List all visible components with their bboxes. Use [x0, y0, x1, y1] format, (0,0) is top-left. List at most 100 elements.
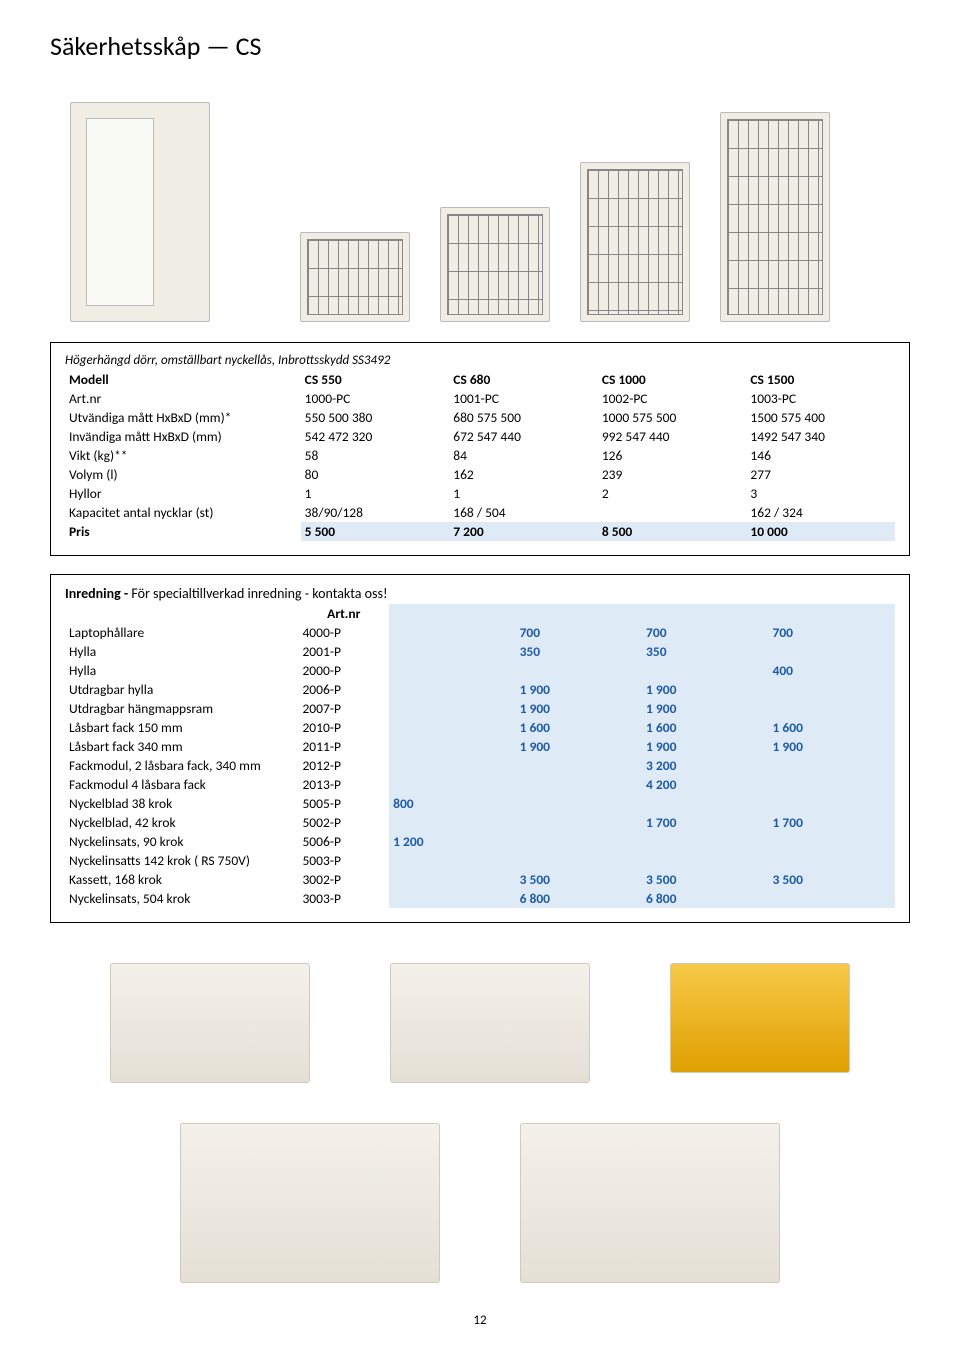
- inred-item-name: Nyckelblad 38 krok: [65, 794, 298, 813]
- spec-cell: 38/90/128: [301, 503, 450, 522]
- inred-price-cell: 1 900: [642, 680, 768, 699]
- inred-item-name: Hylla: [65, 642, 298, 661]
- spec-row: ModellCS 550CS 680CS 1000CS 1500: [65, 370, 895, 389]
- inred-price-cell: [389, 737, 515, 756]
- inred-row: Utdragbar hylla2006-P1 9001 900: [65, 680, 895, 699]
- inred-price-cell: [516, 813, 642, 832]
- inred-item-name: Utdragbar hängmappsram: [65, 699, 298, 718]
- spec-cell: 80: [301, 465, 450, 484]
- inred-item-art: 2000-P: [298, 661, 389, 680]
- inred-price-cell: [768, 680, 895, 699]
- inred-item-name: Nyckelinsats, 90 krok: [65, 832, 298, 851]
- inred-item-art: 3002-P: [298, 870, 389, 889]
- inred-price-cell: 700: [768, 623, 895, 642]
- spec-row: Utvändiga mått HxBxD (mm)*550 500 380680…: [65, 408, 895, 427]
- spec-cell: 239: [598, 465, 747, 484]
- spec-price-cell: 10 000: [746, 522, 895, 541]
- inred-price-cell: [768, 889, 895, 908]
- inred-row: Nyckelinsats, 504 krok3003-P6 8006 800: [65, 889, 895, 908]
- spec-cell: 146: [746, 446, 895, 465]
- inredning-heading-rest: För specialtillverkad inredning - kontak…: [128, 585, 387, 602]
- inred-row: Fackmodul 4 låsbara fack2013-P4 200: [65, 775, 895, 794]
- inred-price-cell: [389, 889, 515, 908]
- spec-cell: CS 1500: [746, 370, 895, 389]
- inred-price-cell: 1 900: [768, 737, 895, 756]
- spec-cell: 277: [746, 465, 895, 484]
- inred-price-cell: [516, 794, 642, 813]
- inred-row: Fackmodul, 2 låsbara fack, 340 mm2012-P 3…: [65, 756, 895, 775]
- inred-price-cell: 3 500: [768, 870, 895, 889]
- inred-price-cell: [516, 756, 642, 775]
- inred-price-cell: [642, 661, 768, 680]
- inred-item-name: Nyckelblad, 42 krok: [65, 813, 298, 832]
- inred-item-name: Kassett, 168 krok: [65, 870, 298, 889]
- spec-row: Vikt (kg)**5884126146: [65, 446, 895, 465]
- cabinet-cs680-illustration: [440, 207, 550, 322]
- cabinet-cs1500-illustration: [720, 112, 830, 322]
- inred-price-cell: [516, 775, 642, 794]
- inred-price-cell: [389, 661, 515, 680]
- spec-cell: CS 680: [449, 370, 598, 389]
- inred-item-art: 5002-P: [298, 813, 389, 832]
- spec-row: Kapacitet antal nycklar (st)38/90/128168…: [65, 503, 895, 522]
- inred-price-cell: [768, 851, 895, 870]
- inred-item-art: 5005-P: [298, 794, 389, 813]
- spec-cell: 1: [301, 484, 450, 503]
- inred-row: Nyckelblad, 42 krok5002-P1 7001 700: [65, 813, 895, 832]
- spec-cell: CS 1000: [598, 370, 747, 389]
- inred-item-art: 2001-P: [298, 642, 389, 661]
- spec-row-label: Modell: [65, 370, 301, 389]
- inred-item-name: Laptophållare: [65, 623, 298, 642]
- inred-price-cell: [768, 756, 895, 775]
- inred-item-art: 3003-P: [298, 889, 389, 908]
- inred-price-cell: 6 800: [642, 889, 768, 908]
- inred-price-cell: [389, 699, 515, 718]
- product-hangfolder-illustration: [670, 963, 850, 1073]
- cabinet-cs1000-illustration: [580, 162, 690, 322]
- product-illustrations: [50, 963, 910, 1283]
- spec-cell: 1003-PC: [746, 389, 895, 408]
- page-title: Säkerhetsskåp — CS: [50, 30, 910, 62]
- inred-item-art: 2006-P: [298, 680, 389, 699]
- inred-price-cell: 1 900: [516, 680, 642, 699]
- inred-price-cell: [389, 775, 515, 794]
- spec-price-cell: 7 200: [449, 522, 598, 541]
- product-drawer-module-illustration: [180, 1123, 440, 1283]
- spec-panel: Högerhängd dörr, omställbart nyckellås, …: [50, 342, 910, 556]
- inred-price-cell: 1 600: [768, 718, 895, 737]
- spec-row: Volym (l)80162239277: [65, 465, 895, 484]
- inred-item-art: 5003-P: [298, 851, 389, 870]
- inred-header-row: Art.nr: [65, 604, 895, 623]
- inred-row: Kassett, 168 krok3002-P3 5003 5003 500: [65, 870, 895, 889]
- inred-item-art: 2010-P: [298, 718, 389, 737]
- inred-price-cell: 350: [642, 642, 768, 661]
- inred-price-cell: 350: [516, 642, 642, 661]
- spec-row: Art.nr1000-PC1001-PC1002-PC1003-PC: [65, 389, 895, 408]
- inred-price-cell: 3 200: [642, 756, 768, 775]
- inred-row: Nyckelinsatts 142 krok ( RS 750V)5003-P: [65, 851, 895, 870]
- inred-item-art: 2012-P: [298, 756, 389, 775]
- spec-row-label: Kapacitet antal nycklar (st): [65, 503, 301, 522]
- product-shelf-illustration: [110, 963, 310, 1083]
- inred-price-cell: 700: [642, 623, 768, 642]
- inred-item-name: Fackmodul, 2 låsbara fack, 340 mm: [65, 756, 298, 775]
- spec-cell: 1002-PC: [598, 389, 747, 408]
- inred-price-cell: 6 800: [516, 889, 642, 908]
- inred-item-art: 2013-P: [298, 775, 389, 794]
- inred-price-cell: [389, 718, 515, 737]
- spec-row: Hyllor1123: [65, 484, 895, 503]
- spec-cell: 550 500 380: [301, 408, 450, 427]
- spec-cell: 162: [449, 465, 598, 484]
- inred-row: Hylla2000-P400: [65, 661, 895, 680]
- spec-cell: 1: [449, 484, 598, 503]
- inred-row: Hylla2001-P 350350: [65, 642, 895, 661]
- inred-price-cell: [389, 756, 515, 775]
- inred-row: Laptophållare4000-P700700700: [65, 623, 895, 642]
- inred-price-cell: 1 600: [642, 718, 768, 737]
- inred-price-cell: 3 500: [642, 870, 768, 889]
- inred-price-cell: [642, 851, 768, 870]
- inred-price-cell: [642, 832, 768, 851]
- spec-cell: 680 575 500: [449, 408, 598, 427]
- spec-cell: 162 / 324: [746, 503, 895, 522]
- inred-price-cell: 3 500: [516, 870, 642, 889]
